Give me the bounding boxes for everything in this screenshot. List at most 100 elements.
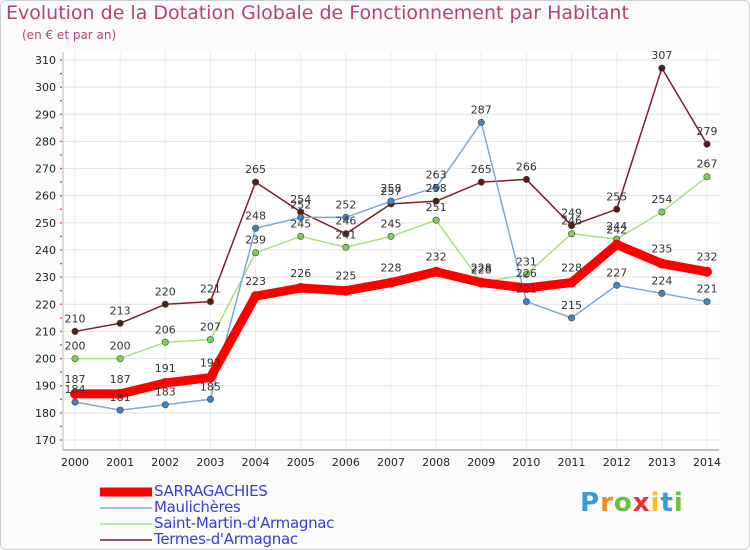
y-minor-tick [60,276,62,279]
data-point [116,319,124,327]
data-label: 263 [426,169,447,182]
data-point [342,243,350,251]
data-label: 184 [65,383,86,396]
data-point [658,64,666,72]
data-point [611,239,622,250]
data-point [115,388,126,399]
data-point [613,281,621,289]
data-label: 252 [335,198,356,211]
x-tick-label: 2004 [242,456,270,469]
data-point [297,232,305,240]
data-label: 228 [471,264,492,277]
legend-label: Termes-d'Armagnac [154,530,298,548]
data-label: 181 [110,391,131,404]
data-point [613,205,621,213]
data-label: 287 [471,103,492,116]
data-point [206,298,214,306]
y-minor-tick [60,344,62,346]
data-label: 210 [65,312,86,325]
data-label: 187 [65,373,86,386]
data-point [116,406,124,414]
data-label: 246 [335,215,356,228]
data-point [522,175,530,183]
data-point [116,355,124,363]
x-tick-label: 2005 [287,456,315,469]
data-point [703,298,711,306]
data-label: 307 [651,49,672,62]
y-minor-tick [60,425,62,428]
data-label: 239 [245,234,266,247]
data-point [658,289,666,297]
y-minor-tick [60,221,62,224]
legend-swatch [100,487,152,497]
y-minor-tick [60,99,62,102]
data-point [71,398,79,406]
data-point [476,277,487,288]
data-label: 242 [606,224,627,237]
data-label: 220 [155,285,176,298]
data-point [702,266,712,277]
data-label: 279 [697,125,718,138]
data-point [342,230,350,238]
y-minor-tick [60,208,62,211]
data-label: 225 [335,270,356,283]
data-label: 185 [200,380,221,393]
y-tick-label: 210 [35,325,56,338]
y-tick-label: 170 [35,434,56,447]
data-point [432,197,440,205]
y-minor-tick [60,72,62,75]
data-label: 266 [516,160,537,173]
y-tick-label: 200 [35,353,56,366]
y-minor-tick [60,357,62,360]
data-label: 257 [381,185,402,198]
y-minor-tick [60,289,62,292]
x-tick-label: 2010 [512,456,540,469]
data-point [161,401,169,409]
y-tick-label: 260 [35,190,56,203]
data-label: 187 [110,373,131,386]
y-minor-tick [60,181,62,184]
data-label: 221 [200,283,221,296]
legend-swatch [100,507,152,509]
data-point [522,270,530,278]
x-tick-label: 2014 [693,456,721,469]
data-label: 215 [561,299,582,312]
data-label: 228 [561,262,582,275]
logo-letter: i [650,488,661,518]
y-tick-label: 190 [35,380,56,393]
x-tick-label: 2007 [377,456,405,469]
data-point [477,178,485,186]
data-point [206,395,214,403]
data-point [252,224,260,232]
x-tick-label: 2008 [422,456,450,469]
data-point [206,336,214,344]
data-point [703,173,711,181]
data-label: 245 [381,217,402,230]
data-point [658,208,666,216]
y-minor-tick [60,303,62,306]
data-label: 267 [697,158,718,171]
data-point [568,314,576,322]
x-tick-label: 2009 [467,456,495,469]
y-minor-tick [60,235,62,238]
data-label: 207 [200,321,221,334]
data-label: 221 [516,283,537,296]
legend-label: Maulichères [154,498,241,516]
y-tick-label: 230 [35,271,56,284]
data-label: 255 [606,190,627,203]
logo-letter: P [580,488,601,518]
data-label: 191 [155,362,176,375]
legend-swatch [100,539,152,541]
data-label: 228 [471,262,492,275]
y-tick-label: 240 [35,244,56,257]
y-tick-label: 270 [35,163,56,176]
y-tick-label: 220 [35,298,56,311]
data-point [431,266,442,277]
logo-letter: o [613,488,633,518]
data-label: 246 [561,215,582,228]
data-label: 221 [697,283,718,296]
y-minor-tick [60,411,62,414]
data-point [522,298,530,306]
logo-letter: t [660,488,674,518]
